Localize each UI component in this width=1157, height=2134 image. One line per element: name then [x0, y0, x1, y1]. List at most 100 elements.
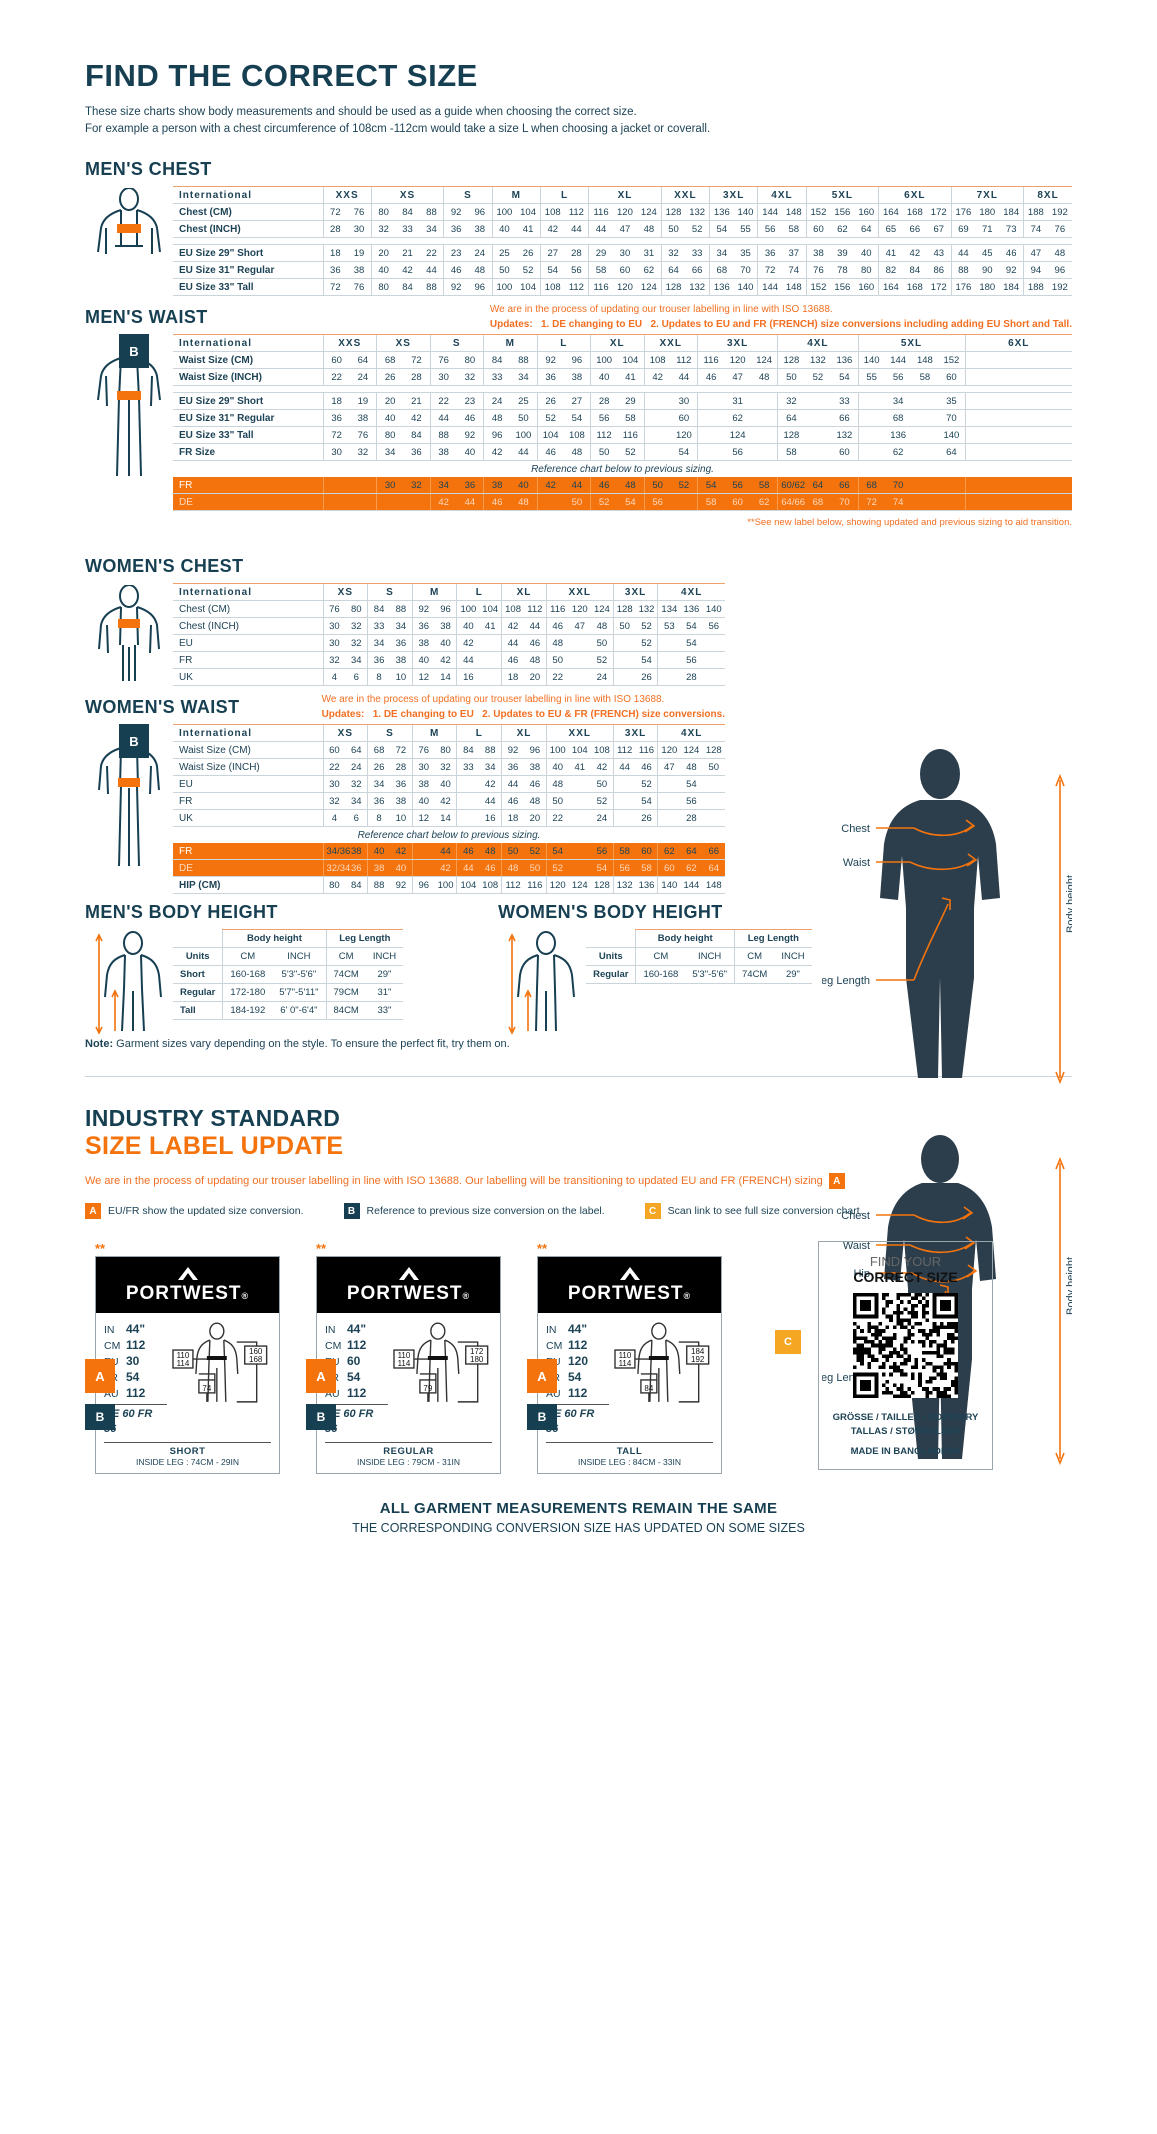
table-cell: 58 [781, 220, 807, 239]
industry-standard-section: INDUSTRY STANDARD SIZE LABEL UPDATE We a… [85, 1105, 1072, 1220]
table-cell: 48 [680, 758, 703, 777]
table-cell: 50 [702, 758, 725, 777]
mens-body-height-block: MEN'S BODY HEIGHT [85, 902, 404, 1036]
table-row: EU Size 33" Tall 72 76 80 84 88 92 96 100 104 108 1… [173, 426, 1072, 445]
bh-unit: CM [222, 947, 273, 967]
bh-cell: 5'3"-5'6" [272, 965, 326, 985]
bh-unit: INCH [365, 947, 404, 967]
model-label-hip-f: Hip [853, 1268, 870, 1280]
table-cell: 112 [670, 351, 698, 370]
table-cell: 42 [434, 792, 457, 811]
table-cell: 68 [367, 741, 390, 760]
table-cell: 180 [975, 203, 1000, 222]
table-cell: 92 [999, 261, 1024, 280]
table-cell: 164 [878, 278, 903, 297]
col-header-xxl: XXL [545, 724, 614, 743]
table-cell: 100 [434, 876, 457, 895]
table-cell: 46 [501, 792, 524, 811]
womens-bh-body: Body height Leg Length Units CM INCH CM INCH Re… [586, 929, 812, 985]
table-cell: 88 [429, 426, 457, 445]
legend-b-text: Reference to previous size conversion on… [366, 1205, 605, 1218]
table-cell: 48 [637, 220, 662, 239]
table-cell: 92 [411, 600, 435, 619]
badge-b-mens-waist: B [119, 334, 149, 369]
table-cell: 132 [685, 203, 710, 222]
col-header-xl: XL [590, 334, 644, 353]
womens-chest-title: WOMEN'S CHEST [85, 556, 244, 577]
table-cell: 24 [467, 244, 493, 263]
table-cell: 44 [950, 244, 976, 263]
table-cell: 71 [975, 220, 1000, 239]
table-cell: 30 [322, 443, 350, 462]
table-cell: 70 [938, 409, 965, 428]
table-cell: 21 [395, 244, 420, 263]
table-cell: 43 [926, 244, 952, 263]
table-cell: 92 [443, 203, 468, 222]
col-header-s: S [367, 583, 413, 602]
table-cell: 18 [322, 392, 350, 411]
table-cell: 42 [395, 261, 420, 280]
table-cell: 184 [999, 203, 1024, 222]
table-cell: 41 [568, 758, 591, 777]
table-cell: 27 [563, 392, 591, 411]
table-cell: 72 [322, 426, 350, 445]
table-cell: 50 [545, 651, 569, 670]
table-cell [964, 426, 992, 445]
table-cell: 80 [370, 203, 396, 222]
table-cell: 160 [854, 203, 879, 222]
table-cell [991, 426, 1019, 445]
table-cell: 30 [322, 634, 346, 653]
table-cell: 60 [724, 493, 751, 512]
table-cell: 30 [411, 758, 435, 777]
table-cell: 152 [805, 278, 831, 297]
reference-note-row: Reference chart below to previous sizing… [173, 827, 725, 844]
table-cell: 104 [516, 203, 541, 222]
row-label: FR [173, 792, 323, 811]
table-cell [568, 668, 591, 687]
table-cell: 20 [523, 668, 547, 687]
qr-code-icon[interactable] [853, 1293, 958, 1399]
chest-box-1: 110 [177, 1351, 190, 1360]
table-cell: 30 [322, 617, 346, 636]
table-cell [804, 409, 832, 428]
table-cell: 56 [702, 617, 725, 636]
table-cell: 62 [680, 859, 703, 878]
table-cell: 54 [708, 220, 734, 239]
bh-unit: INCH [774, 947, 812, 967]
table-cell [568, 859, 591, 878]
model-label-waist: Waist [843, 857, 870, 869]
table-cell: 36 [389, 634, 413, 653]
table-cell: 33 [685, 244, 710, 263]
table-cell: 60 [635, 843, 658, 861]
iso-w-updates-lead: Updates: [321, 709, 365, 721]
table-cell: 8 [367, 809, 390, 828]
table-cell [804, 426, 832, 445]
table-cell: 54 [617, 493, 644, 512]
table-cell: 76 [349, 426, 377, 445]
table-cell: 58 [911, 368, 939, 387]
table-cell: 60 [322, 351, 350, 370]
mens-chest-title: MEN'S CHEST [85, 159, 212, 180]
footer-line-1: ALL GARMENT MEASUREMENTS REMAIN THE SAME [379, 1500, 778, 1518]
table-cell: 14 [434, 668, 457, 687]
table-cell: 32 [403, 477, 430, 495]
table-cell: 88 [419, 278, 444, 297]
bh-row-name: Tall [173, 1001, 223, 1021]
industry-title-2: SIZE LABEL UPDATE [85, 1132, 344, 1161]
chest-box-1: 110 [619, 1351, 632, 1360]
table-cell: 58 [697, 493, 725, 512]
table-cell [1045, 409, 1072, 428]
table-cell: 46 [536, 443, 564, 462]
table-cell: 38 [349, 409, 377, 428]
table-cell: 16 [456, 668, 480, 687]
table-cell: 31 [637, 244, 662, 263]
table-cell: 48 [479, 843, 502, 861]
table-cell [857, 426, 885, 445]
table-cell: 34 [429, 477, 457, 495]
table-cell [1045, 351, 1072, 370]
iso-update-1: 1. DE changing to EU [541, 319, 643, 331]
table-cell: 24 [590, 809, 614, 828]
table-cell: 140 [938, 426, 965, 445]
iso-updates-lead: Updates: [489, 319, 533, 331]
col-header-m: M [483, 334, 537, 353]
